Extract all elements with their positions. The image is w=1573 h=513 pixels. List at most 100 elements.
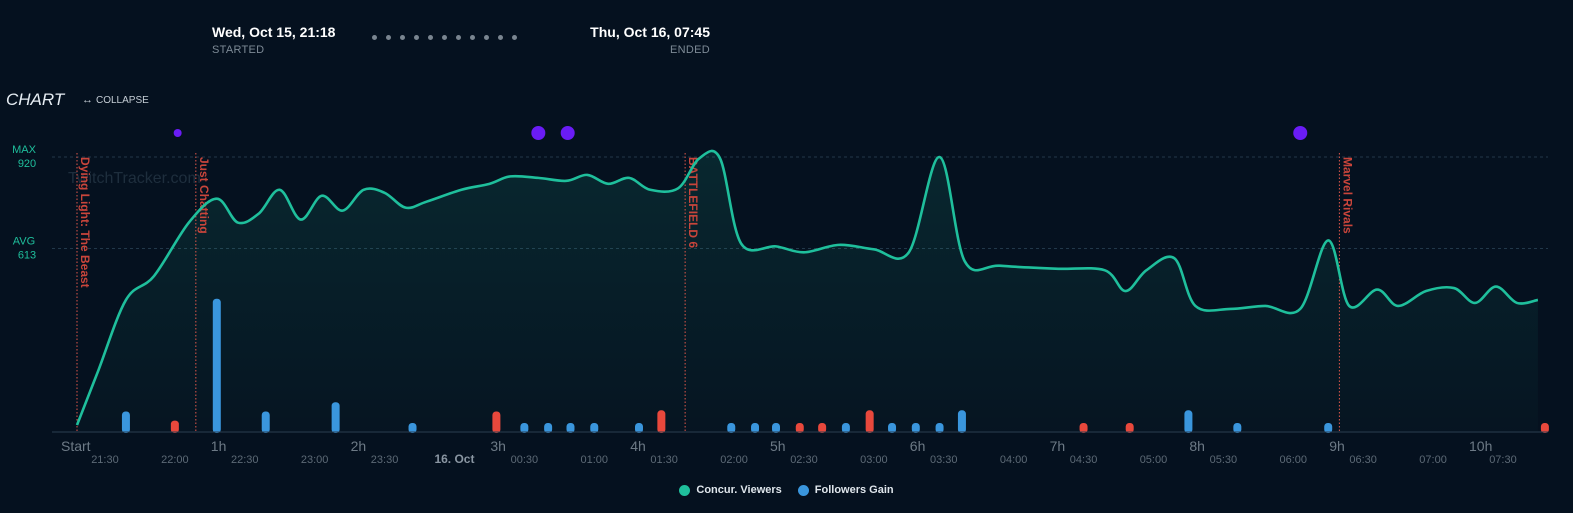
collapse-label: COLLAPSE (96, 94, 149, 106)
followers-legend-dot (797, 484, 809, 496)
x-tick-clock: 00:30 (511, 454, 539, 466)
x-tick-clock: 05:00 (1140, 454, 1168, 466)
follower-bar (1079, 422, 1088, 433)
follower-bar (1184, 410, 1193, 433)
timeline-dot (372, 35, 377, 40)
x-tick-clock: 04:00 (1000, 454, 1028, 466)
follower-bar (492, 411, 501, 433)
viewers-chart: TwitchTracker.com MAX 920 AVG 613 Dying Light… (12, 126, 1549, 466)
viewers-area (77, 150, 1538, 431)
stream-start-date: Wed, Oct 15, 21:18 (212, 24, 336, 40)
follower-bar (590, 422, 599, 433)
timeline-dot (484, 35, 489, 40)
x-tick-hour: 5h (770, 438, 786, 454)
follower-bar (935, 422, 944, 433)
x-tick-clock: 22:00 (161, 454, 189, 466)
follower-bar (1540, 422, 1549, 433)
collapse-button[interactable]: ↔ COLLAPSE (82, 94, 149, 106)
follower-bar (544, 422, 553, 433)
timeline-dot (498, 35, 503, 40)
x-tick-clock: 07:30 (1489, 454, 1517, 466)
x-tick-clock: 06:30 (1349, 454, 1377, 466)
timeline-dot (414, 35, 419, 40)
game-label: Marvel Rivals (1340, 157, 1354, 234)
game-label: BATTLEFIELD 6 (686, 157, 700, 248)
x-tick-clock: 23:00 (301, 454, 329, 466)
follower-bar (818, 422, 827, 433)
follower-bar (657, 410, 666, 433)
x-tick-clock: 06:00 (1279, 454, 1307, 466)
x-tick-hour: 8h (1189, 438, 1205, 454)
follower-bar (408, 422, 417, 433)
follower-bar (634, 422, 643, 433)
follower-bar (261, 411, 270, 433)
x-tick-hour: 10h (1469, 438, 1492, 454)
x-tick-hour: 7h (1050, 438, 1066, 454)
x-tick-clock: 23:30 (371, 454, 399, 466)
stream-start-label: STARTED (212, 44, 265, 56)
follower-bar (957, 410, 966, 433)
x-tick-hour: 1h (211, 438, 227, 454)
x-tick-clock: 01:30 (650, 454, 678, 466)
legend-item-followers[interactable]: Followers Gain (797, 484, 894, 496)
chart-legend: Concur. Viewers Followers Gain (0, 484, 1573, 496)
follower-bar (727, 422, 736, 433)
timeline-dot (470, 35, 475, 40)
x-date-marker: 16. Oct (434, 452, 474, 466)
event-marker-dot (173, 129, 182, 137)
x-tick-clock: 02:30 (790, 454, 818, 466)
event-marker-dot (560, 126, 575, 140)
follower-bar (121, 411, 130, 433)
timeline-dot (456, 35, 461, 40)
game-label: Dying Light: The Beast (78, 157, 92, 288)
x-tick-hour: 9h (1329, 438, 1345, 454)
follower-bar (331, 402, 340, 433)
follower-bar (751, 422, 760, 433)
timeline-dot (386, 35, 391, 40)
y-marker-label: AVG (13, 235, 35, 247)
x-tick-clock: 03:00 (860, 454, 888, 466)
x-tick-hour: 4h (630, 438, 646, 454)
legend-label: Concur. Viewers (696, 484, 782, 496)
chart-section-title: CHART (6, 90, 65, 109)
event-marker-dot (531, 126, 546, 140)
follower-bar (1233, 422, 1242, 433)
x-tick-hour: 2h (351, 438, 367, 454)
follower-bar (772, 422, 780, 433)
follower-bar (841, 422, 850, 433)
x-tick-clock: 22:30 (231, 454, 259, 466)
follower-bar (795, 422, 804, 433)
x-tick-clock: 03:30 (930, 454, 958, 466)
x-tick-clock: 04:30 (1070, 454, 1098, 466)
follower-bar (566, 422, 575, 433)
y-marker-value: 920 (18, 158, 36, 170)
follower-bar (1324, 422, 1333, 433)
legend-item-viewers[interactable]: Concur. Viewers (679, 484, 782, 496)
y-marker-value: 613 (18, 249, 36, 261)
x-tick-hour: 6h (910, 438, 926, 454)
stream-end-date: Thu, Oct 16, 07:45 (590, 24, 710, 40)
follower-bar (888, 422, 897, 433)
viewers-line (75, 149, 1539, 426)
follower-bar (911, 422, 920, 433)
viewers-legend-dot (679, 484, 691, 496)
chart-watermark: TwitchTracker.com (68, 170, 201, 187)
follower-bar (865, 410, 874, 433)
timeline-dots (372, 35, 517, 40)
x-tick-hour: Start (61, 438, 91, 454)
y-marker-label: MAX (12, 144, 37, 156)
follower-bar (520, 422, 529, 433)
stream-end-label: ENDED (669, 44, 710, 56)
legend-label: Followers Gain (814, 484, 894, 496)
x-tick-clock: 02:00 (720, 454, 748, 466)
game-label: Just Chatting (197, 157, 211, 234)
x-tick-clock: 07:00 (1419, 454, 1447, 466)
timeline-dot (428, 35, 433, 40)
follower-bar (170, 420, 179, 433)
horizontal-arrows-icon: ↔ (82, 94, 93, 106)
timeline-dot (512, 35, 517, 40)
x-tick-hour: 3h (490, 438, 506, 454)
follower-bar (1125, 422, 1134, 433)
x-tick-clock: 01:00 (580, 454, 608, 466)
follower-bar (212, 298, 221, 433)
